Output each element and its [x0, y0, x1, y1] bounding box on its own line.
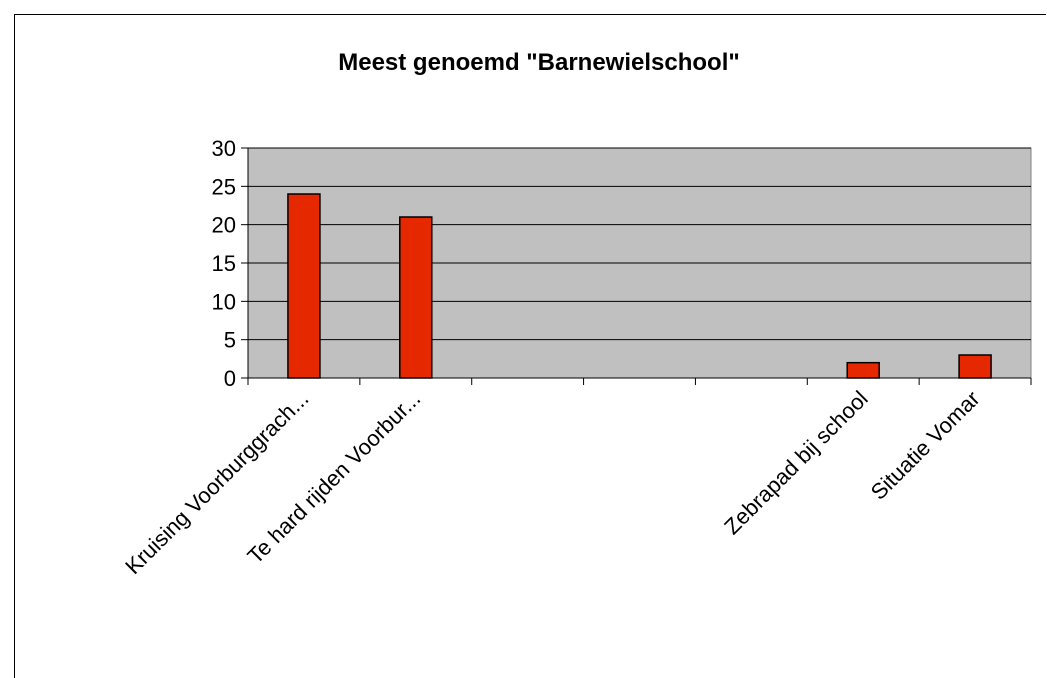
bars — [287, 193, 992, 379]
y-tick-label: 20 — [212, 213, 236, 238]
chart-title: Meest genoemd "Barnewielschool" — [338, 49, 740, 76]
y-tick-label: 15 — [212, 251, 236, 276]
bar — [399, 216, 433, 379]
y-tick-label: 30 — [212, 136, 236, 161]
y-tick-labels: 0 5 10 15 20 25 30 — [212, 136, 236, 391]
y-tick-label: 25 — [212, 174, 236, 199]
x-tick-labels: Kruising Voorburggrach...Te hard rijden … — [120, 386, 984, 579]
bar — [287, 193, 321, 379]
x-tick-label: Zebrapad bij school — [719, 386, 872, 539]
grid-lines — [248, 147, 1031, 341]
x-tick-label: Kruising Voorburggrach... — [120, 386, 313, 579]
bar — [958, 354, 992, 379]
axes — [241, 147, 1032, 385]
y-tick-label: 5 — [224, 328, 236, 353]
y-tick-label: 0 — [224, 366, 236, 391]
bar — [846, 361, 880, 379]
y-tick-label: 10 — [212, 289, 236, 314]
x-tick-label: Situatie Vomar — [866, 386, 985, 505]
